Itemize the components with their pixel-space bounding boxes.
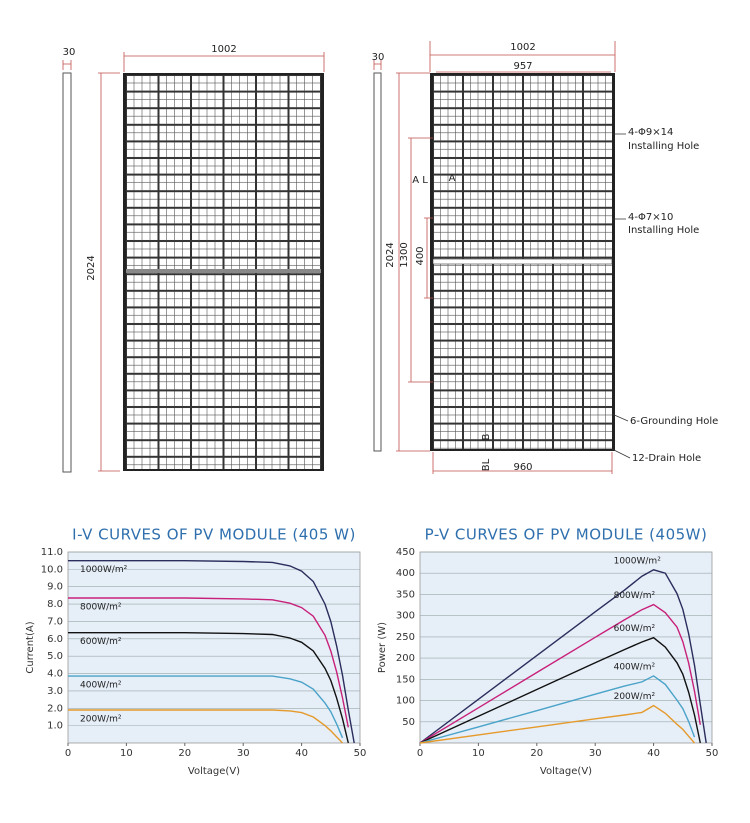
series-label: 800W/m²	[80, 603, 122, 613]
series-label: 600W/m²	[614, 624, 656, 634]
y-tick-label: 5.0	[47, 651, 63, 662]
series-label: 200W/m²	[80, 715, 122, 725]
y-tick-label: 9.0	[47, 582, 63, 593]
y-tick-label: 10.0	[41, 564, 63, 575]
y-tick-label: 8.0	[47, 599, 63, 610]
dimension-line	[408, 137, 433, 383]
series-line	[419, 603, 701, 744]
y-tick-label: 7.0	[47, 616, 63, 627]
x-tick-label: 20	[178, 748, 191, 759]
dimension-label: 30	[372, 52, 385, 63]
y-tick-label: 450	[396, 547, 415, 558]
left-drawing: 30 1002 2024	[62, 44, 325, 473]
callout: Installing Hole	[628, 141, 699, 152]
series-line	[68, 560, 355, 744]
series-label: 600W/m²	[80, 637, 122, 647]
series-line	[419, 636, 701, 744]
y-tick-label: 300	[396, 611, 415, 622]
callout-leader	[611, 133, 631, 459]
y-tick-label: 400	[396, 568, 415, 579]
dimension-line	[98, 72, 120, 472]
x-tick-label: 20	[530, 748, 543, 759]
dimension-label: 2024	[385, 242, 396, 267]
series-line	[68, 675, 344, 739]
dimension-label: 1300	[399, 242, 410, 267]
dimension-label: 1002	[211, 44, 236, 55]
dimension-label: 400	[415, 246, 426, 265]
series-label: 200W/m²	[614, 692, 656, 702]
y-tick-label: 250	[396, 632, 415, 643]
y-tick-label: 50	[402, 717, 415, 728]
y-tick-label: 1.0	[47, 721, 63, 732]
y-tick-label: 100	[396, 696, 415, 707]
series-label: 400W/m²	[80, 681, 122, 691]
x-axis-label: Voltage(V)	[540, 766, 592, 777]
callout: 4-Φ9×14	[628, 127, 673, 138]
dimension-line	[396, 72, 430, 452]
mark-label: A	[449, 173, 456, 184]
dimension-line	[432, 452, 613, 474]
series-line	[68, 632, 349, 744]
y-tick-label: 11.0	[41, 547, 63, 558]
dimension-label: 30	[63, 47, 76, 58]
y-tick-label: 4.0	[47, 669, 63, 680]
series-line	[419, 675, 696, 744]
side-view	[373, 72, 382, 452]
mark-label: A L	[412, 175, 428, 186]
side-view	[62, 72, 72, 473]
plot-area	[419, 551, 713, 744]
x-tick-label: 40	[647, 748, 660, 759]
x-tick-label: 0	[417, 748, 423, 759]
callout: 6-Grounding Hole	[630, 416, 718, 427]
plot-area	[67, 551, 361, 744]
series-line	[419, 704, 696, 744]
y-tick-label: 350	[396, 589, 415, 600]
chart-title: I-V CURVES OF PV MODULE (405 W)	[72, 526, 356, 544]
series-line	[419, 569, 707, 744]
x-tick-label: 30	[237, 748, 250, 759]
x-tick-label: 0	[65, 748, 71, 759]
dimension-label: 957	[513, 61, 532, 72]
dimension-line	[62, 60, 72, 70]
panel-divider	[432, 258, 613, 265]
y-axis-label: Power (W)	[377, 622, 388, 673]
dimension-line	[123, 52, 325, 72]
dimension-label: 960	[513, 462, 532, 473]
series-line	[68, 709, 344, 744]
dimension-label: 2024	[86, 255, 97, 280]
series-line	[68, 597, 349, 728]
series-label: 1000W/m²	[80, 565, 128, 575]
dimension-line	[429, 41, 616, 72]
panel-divider	[126, 269, 321, 273]
right-drawing: 30 1002 957 2024 1300 400 A L A BL B 960…	[372, 41, 718, 474]
x-tick-label: 10	[472, 748, 485, 759]
x-axis-label: Voltage(V)	[188, 766, 240, 777]
dimension-label: 1002	[510, 42, 535, 53]
chart-title: P-V CURVES OF PV MODULE (405W)	[425, 526, 708, 544]
dimension-line	[373, 60, 382, 70]
series-label: 800W/m²	[614, 591, 656, 601]
x-tick-label: 40	[295, 748, 308, 759]
x-tick-label: 50	[354, 748, 367, 759]
y-tick-label: 3.0	[47, 686, 63, 697]
series-label: 1000W/m²	[614, 556, 662, 566]
y-tick-label: 150	[396, 674, 415, 685]
callout: 12-Drain Hole	[632, 453, 701, 464]
mark-label: BL	[481, 458, 492, 471]
x-tick-label: 30	[589, 748, 602, 759]
callout: 4-Φ7×10	[628, 212, 673, 223]
y-tick-label: 200	[396, 653, 415, 664]
mark-label: B	[481, 433, 492, 440]
y-tick-label: 6.0	[47, 634, 63, 645]
x-tick-label: 10	[120, 748, 133, 759]
series-label: 400W/m²	[614, 662, 656, 672]
y-axis-label: Current(A)	[25, 621, 36, 673]
callout: Installing Hole	[628, 225, 699, 236]
dimension-line	[424, 217, 433, 299]
y-tick-label: 2.0	[47, 703, 63, 714]
x-tick-label: 50	[706, 748, 719, 759]
